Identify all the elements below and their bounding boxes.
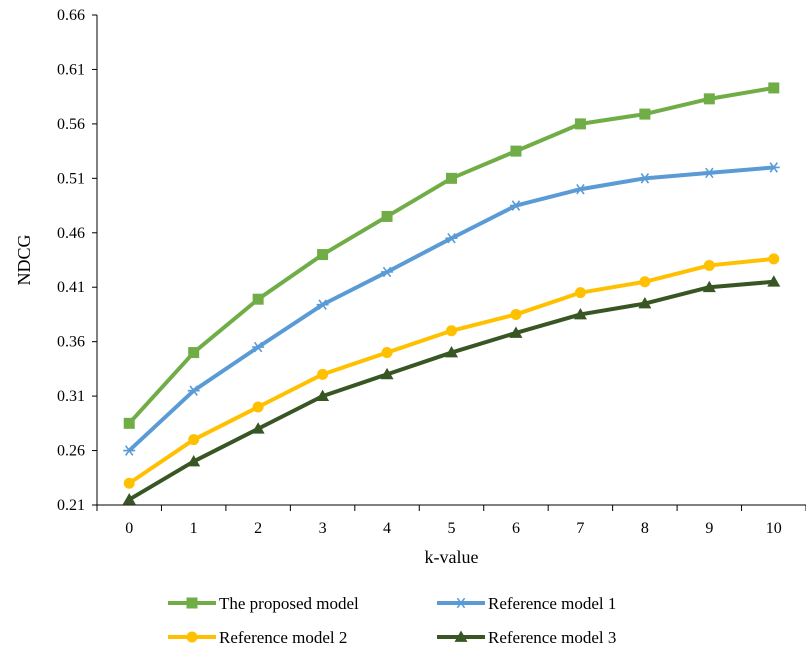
data-point <box>251 422 265 434</box>
data-point <box>639 108 651 120</box>
data-point <box>703 93 715 105</box>
legend-marker <box>454 630 468 642</box>
data-point <box>574 118 586 130</box>
y-tick-label: 0.61 <box>57 61 85 78</box>
y-tick-label: 0.36 <box>57 334 85 351</box>
y-tick-label: 0.66 <box>57 7 85 24</box>
data-point <box>573 307 587 320</box>
legend-label: The proposed model <box>219 594 359 613</box>
x-tick-label: 4 <box>383 520 391 537</box>
series-line <box>128 279 774 502</box>
y-tick-label: 0.21 <box>57 497 85 514</box>
data-point <box>446 172 457 184</box>
legend-label: Reference model 1 <box>488 594 616 613</box>
data-point <box>187 385 200 396</box>
y-tick-label: 0.46 <box>57 225 85 242</box>
x-tick-label: 9 <box>705 520 713 537</box>
x-tick-label: 7 <box>576 520 584 537</box>
data-point <box>316 389 330 401</box>
data-point <box>445 346 458 358</box>
data-point <box>767 275 781 287</box>
series-2 <box>123 162 780 456</box>
data-point <box>574 183 587 195</box>
x-tick-label: 10 <box>766 520 782 537</box>
data-point <box>123 477 135 489</box>
data-point <box>639 276 651 288</box>
y-tick-label: 0.56 <box>57 116 85 133</box>
data-point <box>638 173 651 184</box>
legend-item: Reference model 3 <box>437 628 616 647</box>
data-point <box>381 347 393 359</box>
series-1 <box>123 82 780 429</box>
y-tick-label: 0.31 <box>57 388 85 405</box>
data-point <box>317 368 329 380</box>
data-point <box>381 266 394 278</box>
data-point <box>703 259 715 271</box>
legend: The proposed model Reference model 1 Refer… <box>168 594 616 647</box>
data-point <box>252 293 264 305</box>
x-tick-label: 3 <box>319 520 327 537</box>
data-point <box>316 299 329 310</box>
data-point <box>509 200 522 211</box>
series-3 <box>123 253 780 489</box>
data-point <box>252 401 264 413</box>
data-point <box>317 249 329 261</box>
x-tick-label: 0 <box>125 520 133 537</box>
data-point <box>768 82 780 94</box>
series-line <box>127 85 775 425</box>
data-point <box>188 347 200 359</box>
legend-marker <box>186 631 198 643</box>
x-axis-ticks: 0 1 2 3 4 5 6 7 8 9 10 <box>96 505 806 537</box>
data-point <box>510 145 522 157</box>
x-tick-label: 1 <box>190 520 198 537</box>
legend-label: Reference model 3 <box>488 628 616 647</box>
y-axis-ticks: 0.21 0.26 0.31 0.36 0.41 0.46 0.51 0.56 0.61 0.66 <box>57 7 97 514</box>
x-tick-label: 8 <box>641 520 649 537</box>
data-point <box>509 326 523 338</box>
data-point <box>445 232 458 244</box>
series-layer <box>122 82 781 505</box>
data-point <box>123 417 135 429</box>
data-point <box>380 367 394 380</box>
x-tick-label: 5 <box>448 520 456 537</box>
legend-item: Reference model 1 <box>437 594 616 613</box>
data-point <box>123 445 136 456</box>
x-axis-title: k-value <box>425 547 479 567</box>
data-point <box>574 287 586 299</box>
data-point <box>703 167 716 179</box>
data-point <box>446 325 457 337</box>
legend-marker <box>186 597 198 609</box>
y-tick-label: 0.51 <box>57 170 85 187</box>
series-line <box>127 165 774 453</box>
data-point <box>638 297 652 309</box>
data-point <box>188 434 200 446</box>
data-point <box>252 341 265 353</box>
x-tick-label: 6 <box>512 520 520 537</box>
data-point <box>187 454 201 467</box>
legend-item: Reference model 2 <box>168 628 347 647</box>
data-point <box>702 280 716 293</box>
y-tick-label: 0.41 <box>57 279 85 296</box>
data-point <box>381 210 393 222</box>
legend-marker <box>455 597 467 609</box>
data-point <box>767 162 780 173</box>
y-tick-label: 0.26 <box>57 443 85 460</box>
y-axis-title: NDCG <box>14 234 34 285</box>
x-tick-label: 2 <box>254 520 262 537</box>
axes <box>96 15 806 506</box>
legend-label: Reference model 2 <box>219 628 347 647</box>
series-4 <box>122 275 781 505</box>
data-point <box>768 253 780 265</box>
data-point <box>510 308 522 320</box>
legend-item: The proposed model <box>168 594 359 613</box>
data-point <box>122 493 136 505</box>
